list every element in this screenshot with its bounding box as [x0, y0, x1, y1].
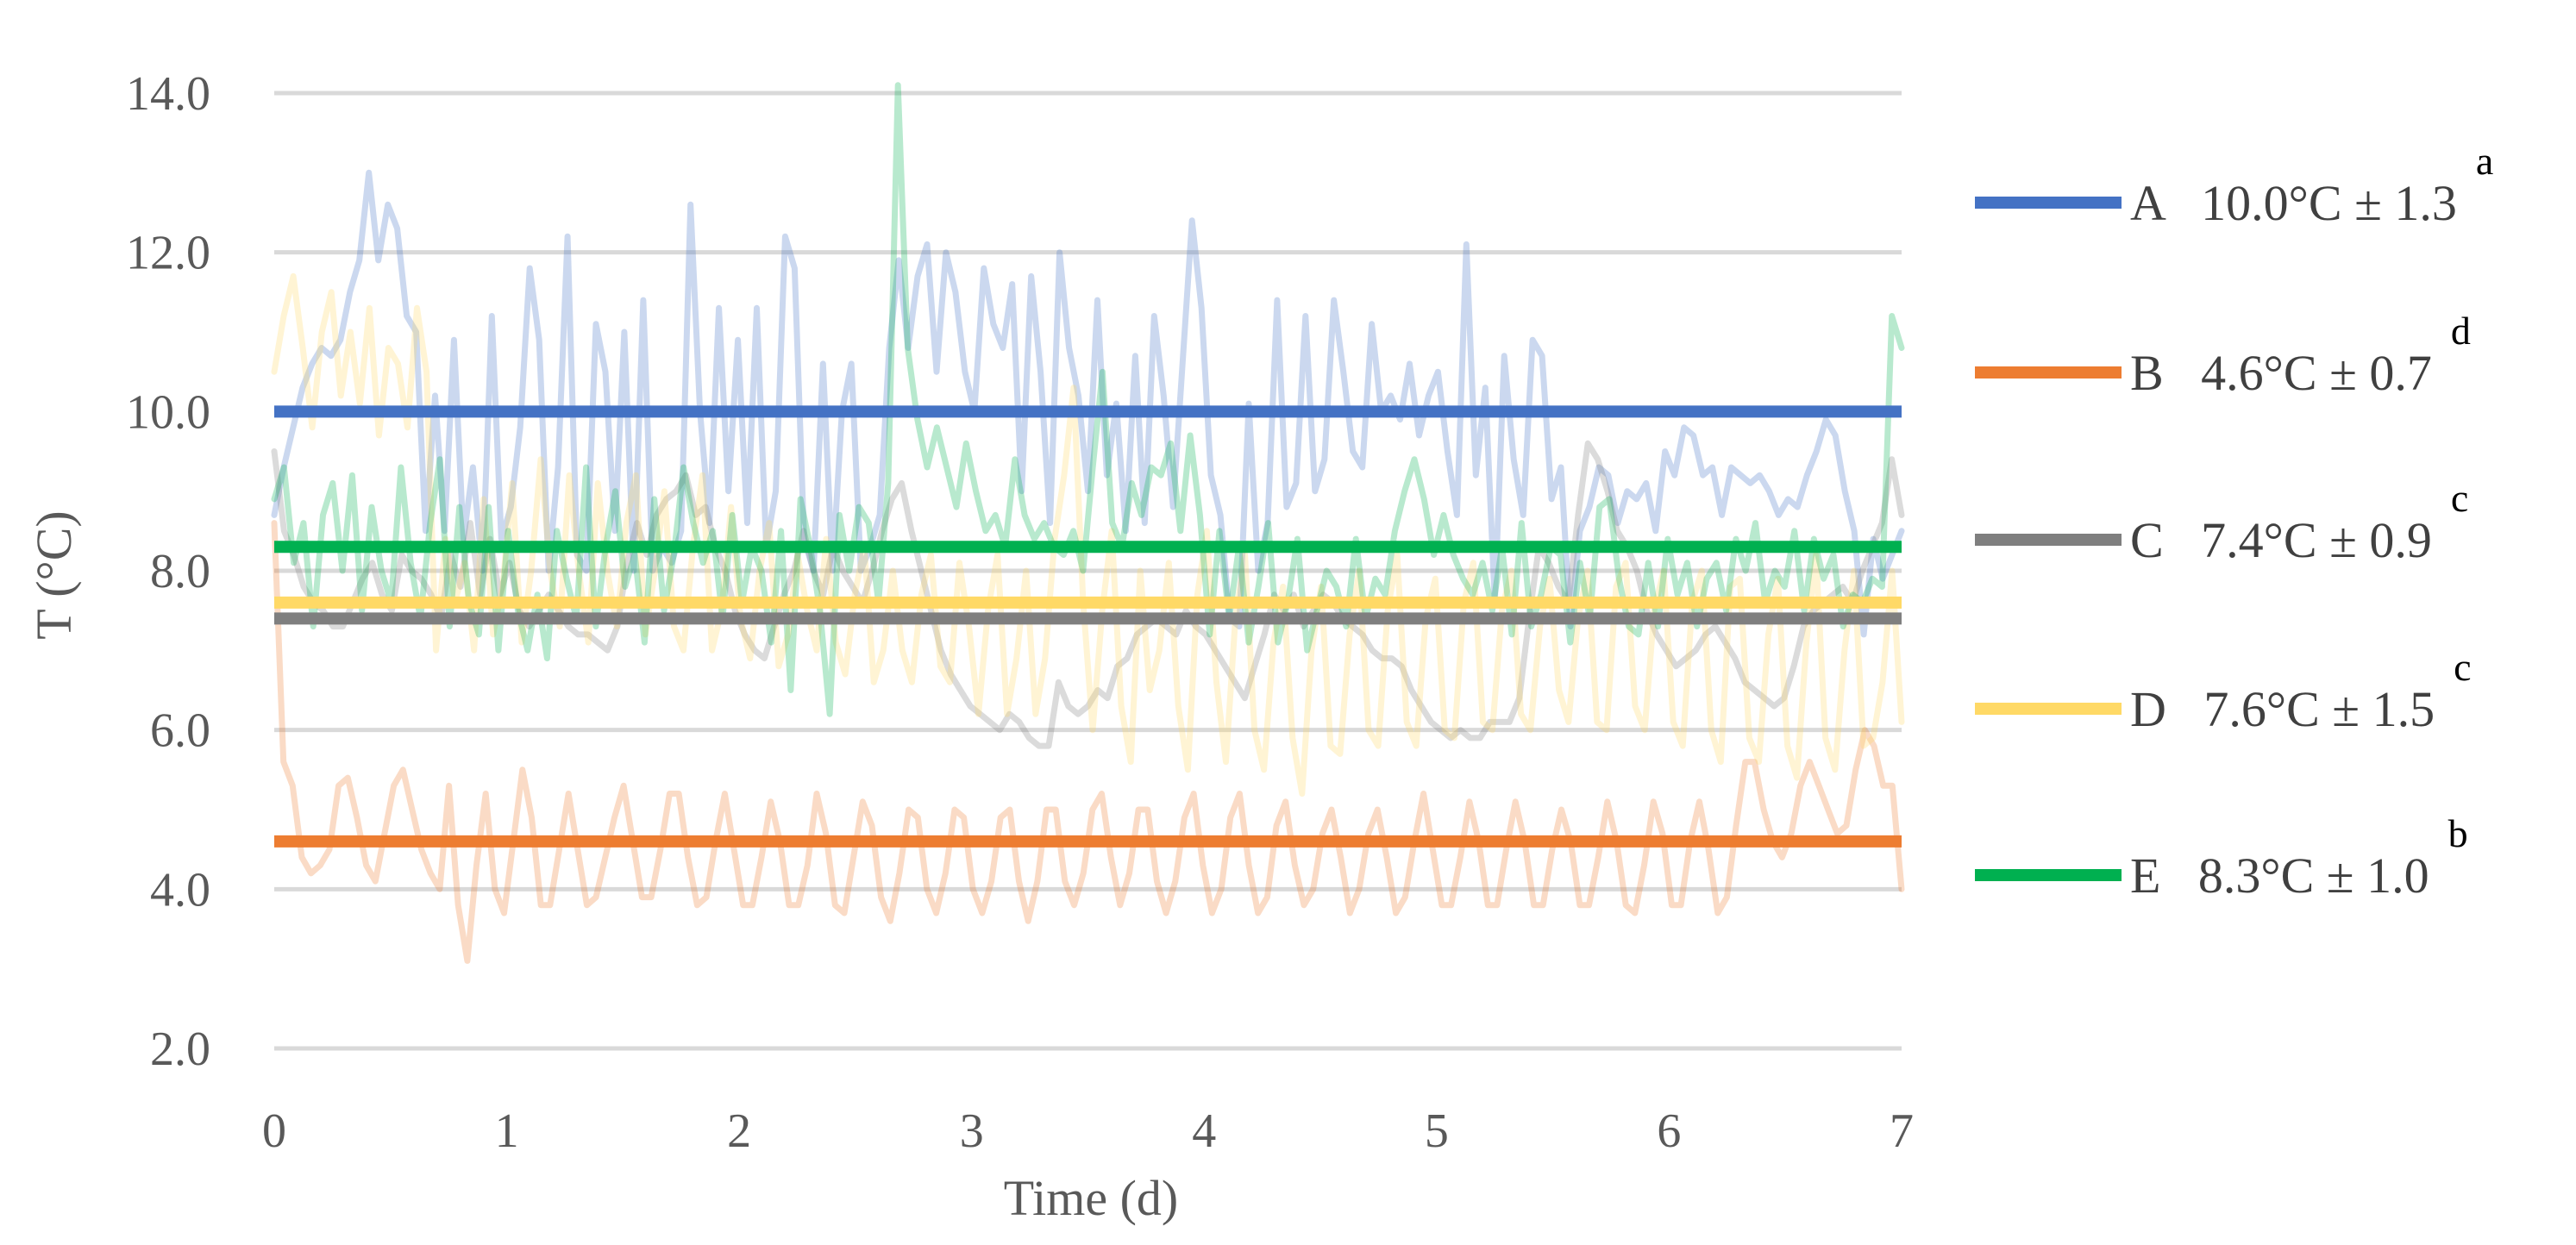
x-tick-label: 3 [960, 1104, 984, 1158]
y-tick-label: 10.0 [126, 385, 210, 439]
raw-series-lines [271, 82, 1905, 964]
legend-label-d: D 7.6°C ± 1.5 [2130, 681, 2435, 737]
series-a-line [271, 169, 1905, 638]
legend-superscript-a: a [2476, 139, 2493, 183]
y-tick-label: 4.0 [150, 863, 210, 917]
legend-superscript-b: d [2451, 309, 2471, 353]
x-tick-label: 7 [1890, 1104, 1914, 1158]
legend-label-e: E 8.3°C ± 1.0 [2130, 848, 2429, 904]
legend-superscript-d: c [2454, 645, 2471, 689]
legend: A 10.0°C ± 1.3 a B 4.6°C ± 0.7 d C 7.4°C ± 0… [1975, 139, 2493, 904]
legend-superscript-e: b [2448, 811, 2468, 855]
y-tick-label: 14.0 [126, 67, 210, 121]
series-e-line [271, 82, 1905, 717]
x-tick-label: 4 [1192, 1104, 1216, 1158]
y-axis-label: T (°C) [26, 510, 82, 639]
series-d-line [271, 272, 1905, 797]
legend-label-a: A 10.0°C ± 1.3 [2130, 175, 2457, 231]
x-axis-label: Time (d) [1004, 1170, 1179, 1226]
mean-lines [274, 405, 1902, 848]
legend-label-b: B 4.6°C ± 0.7 [2130, 345, 2432, 401]
legend-superscript-c: c [2451, 476, 2468, 520]
x-axis-ticks: 0 1 2 3 4 5 6 7 [262, 1104, 1914, 1158]
y-tick-label: 2.0 [150, 1023, 210, 1076]
y-axis-ticks: 2.0 4.0 6.0 8.0 10.0 12.0 14.0 [126, 67, 210, 1076]
x-tick-label: 6 [1657, 1104, 1681, 1158]
x-tick-label: 0 [262, 1104, 286, 1158]
y-tick-label: 6.0 [150, 704, 210, 758]
x-tick-label: 1 [495, 1104, 519, 1158]
y-tick-label: 8.0 [150, 545, 210, 598]
legend-label-c: C 7.4°C ± 0.9 [2130, 512, 2432, 568]
y-tick-label: 12.0 [126, 227, 210, 280]
x-tick-label: 5 [1425, 1104, 1449, 1158]
x-tick-label: 2 [727, 1104, 751, 1158]
